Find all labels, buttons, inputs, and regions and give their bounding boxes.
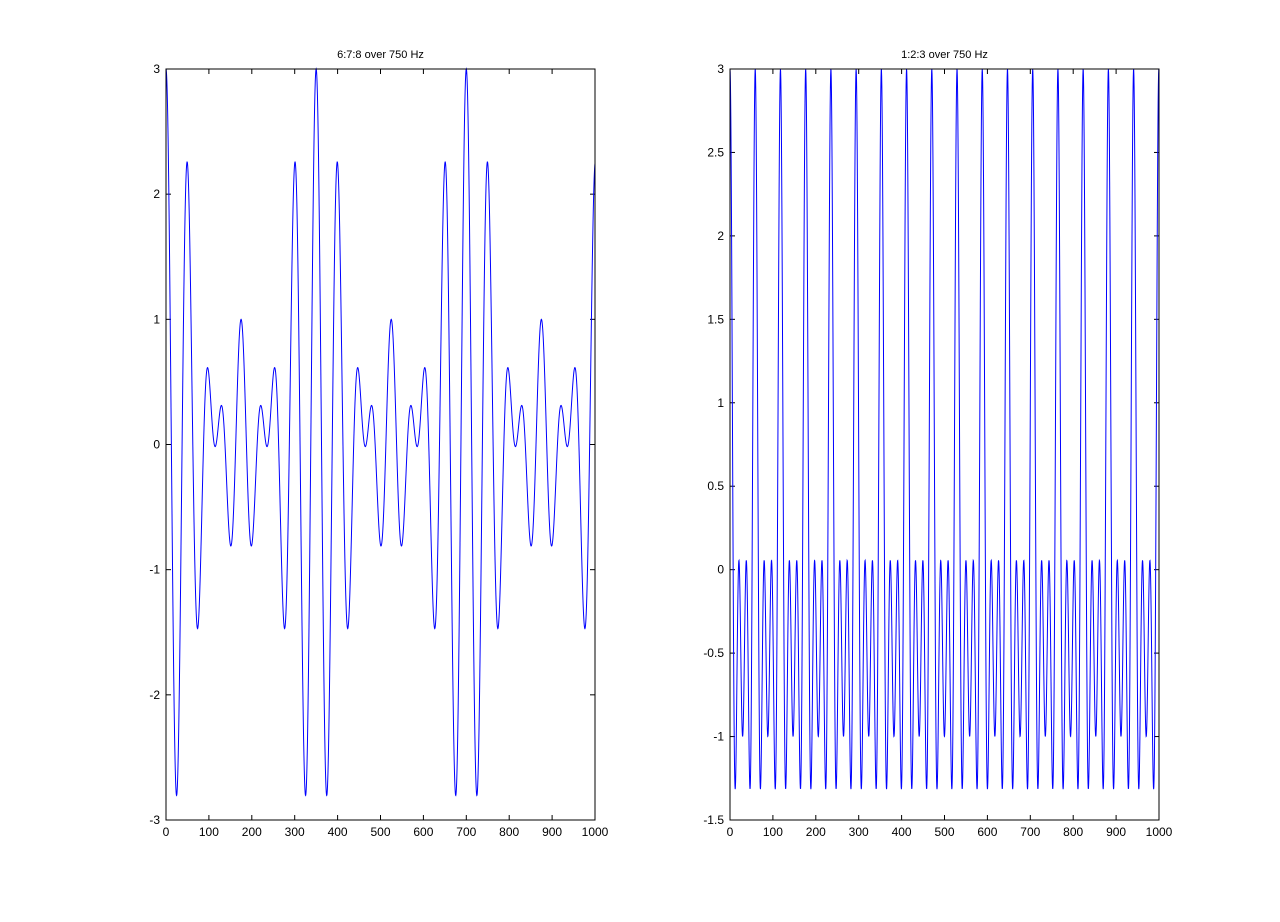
x-tick-label: 300 <box>849 825 869 839</box>
axes-frame <box>729 68 1160 821</box>
series-line <box>729 68 1160 790</box>
x-tick-label: 300 <box>285 825 305 839</box>
x-tick-label: 600 <box>977 825 997 839</box>
tick-label-group: 0 100 200 300 400 500 600 700 800 900 1000 -1.5 -1 -0… <box>703 62 1172 839</box>
y-tick-label: -2 <box>149 688 160 702</box>
y-tick-label: -1 <box>713 730 724 744</box>
series-group <box>729 68 1160 790</box>
y-tick-label: 1 <box>153 312 160 326</box>
y-tick-label: 0 <box>153 438 160 452</box>
x-tick-label: 900 <box>542 825 562 839</box>
y-tick-label: 2 <box>153 187 160 201</box>
y-tick-label: 0 <box>717 563 724 577</box>
x-tick-label: 400 <box>328 825 348 839</box>
series-group <box>165 67 596 797</box>
y-tick-label: 2 <box>717 229 724 243</box>
x-tick-label: 800 <box>1063 825 1083 839</box>
x-tick-label: 1000 <box>1146 825 1173 839</box>
plot-title: 1:2:3 over 750 Hz <box>901 49 988 61</box>
y-tick-label: -0.5 <box>703 646 724 660</box>
x-tick-label: 100 <box>199 825 219 839</box>
series-line <box>165 67 596 797</box>
y-tick-label: 2.5 <box>707 145 724 159</box>
tick-label-group: 0 100 200 300 400 500 600 700 800 900 1000 -3 -2 -1 0 1… <box>149 62 608 839</box>
x-tick-label: 900 <box>1106 825 1126 839</box>
x-tick-label: 200 <box>242 825 262 839</box>
y-tick-label: 3 <box>153 62 160 76</box>
subplot-6-7-8: 6:7:8 over 750 Hz 0 100 200 300 400 500 600 700… <box>149 49 608 839</box>
y-tick-label: 1 <box>717 396 724 410</box>
x-tick-label: 0 <box>727 825 734 839</box>
x-tick-label: 200 <box>806 825 826 839</box>
y-tick-label: 1.5 <box>707 312 724 326</box>
x-tick-label: 1000 <box>582 825 609 839</box>
x-tick-label: 100 <box>763 825 783 839</box>
axes-frame <box>165 68 596 821</box>
x-tick-label: 700 <box>456 825 476 839</box>
x-tick-label: 800 <box>499 825 519 839</box>
x-tick-label: 500 <box>370 825 390 839</box>
y-tick-label: -3 <box>149 813 160 827</box>
y-tick-label: -1 <box>149 563 160 577</box>
y-tick-label: 0.5 <box>707 479 724 493</box>
y-tick-label: 3 <box>717 62 724 76</box>
x-tick-label: 700 <box>1020 825 1040 839</box>
y-tick-label: -1.5 <box>703 813 724 827</box>
subplot-1-2-3: 1:2:3 over 750 Hz 0 100 200 300 400 500 600 700… <box>703 49 1172 839</box>
x-tick-label: 600 <box>413 825 433 839</box>
x-tick-label: 500 <box>934 825 954 839</box>
x-tick-label: 400 <box>892 825 912 839</box>
x-tick-label: 0 <box>163 825 170 839</box>
plot-title: 6:7:8 over 750 Hz <box>337 49 424 61</box>
